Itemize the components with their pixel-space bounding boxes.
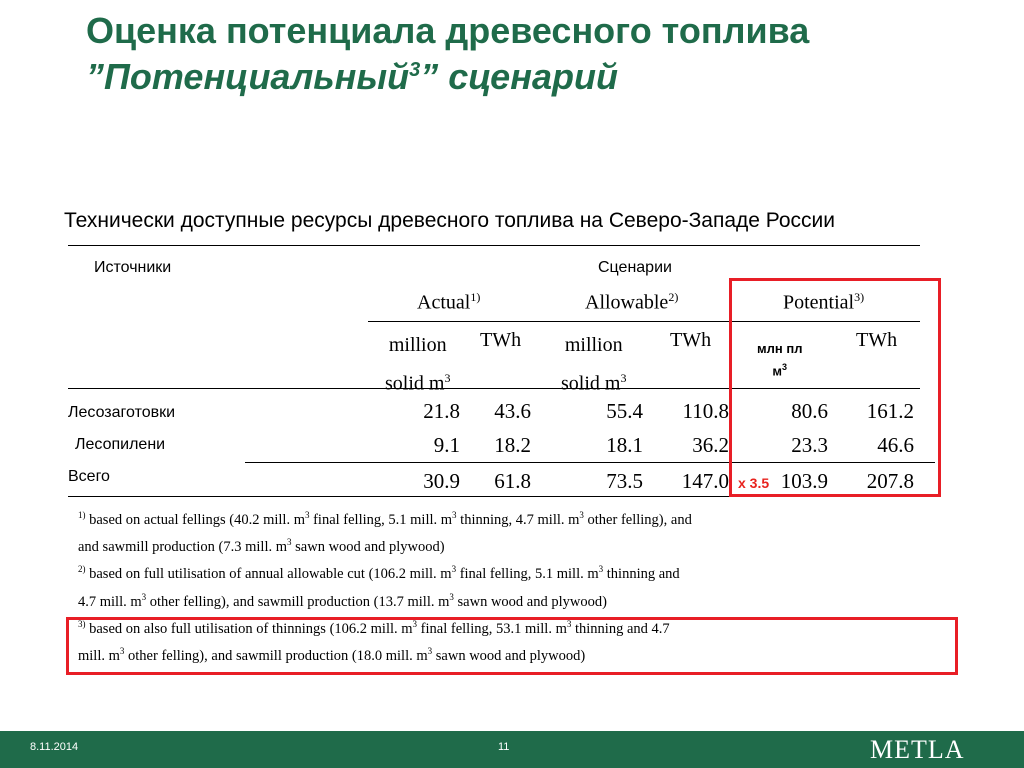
table-cell: 110.8 [682, 399, 729, 423]
slide-title: Оценка потенциала древесного топлива ”По… [86, 8, 809, 100]
footnote-1-line-1: 1) based on actual fellings (40.2 mill. … [78, 510, 692, 528]
unit-twh-allowable: TWh [670, 329, 712, 351]
footnote-3-line-1: 3) based on also full utilisation of thi… [78, 619, 670, 637]
footer-page-number: 11 [498, 741, 510, 753]
header-sources: Источники [94, 259, 172, 276]
scenario-allowable: Allowable2) [585, 290, 679, 314]
multiplier-label: x 3.5 [738, 475, 770, 491]
table-cell: 46.6 [877, 433, 914, 457]
table-caption: Технически доступные ресурсы древесного … [64, 209, 836, 232]
table-cell: 9.1 [433, 433, 460, 457]
table-cell: 61.8 [494, 469, 531, 493]
unit-ru-potential: млн пл м3 [757, 341, 803, 379]
table-cell: 207.8 [866, 469, 914, 493]
table-bottom-rule [68, 496, 936, 497]
unit-million-allowable: million solid m3 [561, 334, 627, 395]
table-cell: 21.8 [423, 399, 460, 423]
table-cell: 18.1 [606, 433, 643, 457]
scenario-actual: Actual1) [417, 290, 481, 314]
unit-million-actual: million solid m3 [385, 334, 451, 395]
row-label-sawmill: Лесопилени [75, 436, 166, 453]
title-line-1: Оценка потенциала древесного топлива [86, 10, 810, 51]
footnote-2-line-1: 2) based on full utilisation of annual a… [78, 564, 680, 582]
table-cell: 36.2 [692, 433, 729, 457]
header-rule [68, 388, 920, 389]
unit-twh-actual: TWh [480, 329, 522, 351]
total-rule [245, 462, 935, 463]
table-cell: 161.2 [866, 399, 914, 423]
scenario-potential: Potential3) [783, 290, 865, 314]
footnote-1-line-2: and sawmill production (7.3 mill. m3 saw… [78, 537, 445, 555]
row-label-logging: Лесозаготовки [68, 404, 176, 421]
footnote-3-highlight-box [66, 617, 958, 675]
table-cell: 23.3 [791, 433, 828, 457]
table-top-rule [68, 245, 920, 246]
footer-bar: 8.11.2014 11 METLA [0, 731, 1024, 768]
title-line-2: ”Потенциальный3” сценарий [86, 56, 618, 97]
metla-logo: METLA [870, 735, 965, 764]
table-cell: 18.2 [494, 433, 531, 457]
table-cell: 147.0 [681, 469, 729, 493]
header-scenarios: Сценарии [598, 259, 672, 276]
subheader-rule [368, 321, 920, 322]
potential-highlight-box [729, 278, 941, 497]
footnote-3-line-2: mill. m3 other felling), and sawmill pro… [78, 646, 586, 664]
table-cell: 73.5 [606, 469, 643, 493]
unit-twh-potential: TWh [856, 329, 898, 351]
row-label-total: Всего [68, 468, 110, 485]
footer-date: 8.11.2014 [30, 741, 79, 753]
table-cell: 30.9 [423, 469, 460, 493]
footnote-2-line-2: 4.7 mill. m3 other felling), and sawmill… [78, 592, 607, 610]
table-cell: 55.4 [606, 399, 643, 423]
table-cell: 80.6 [791, 399, 828, 423]
table-cell: 43.6 [494, 399, 531, 423]
table-cell: 103.9 [780, 469, 828, 493]
